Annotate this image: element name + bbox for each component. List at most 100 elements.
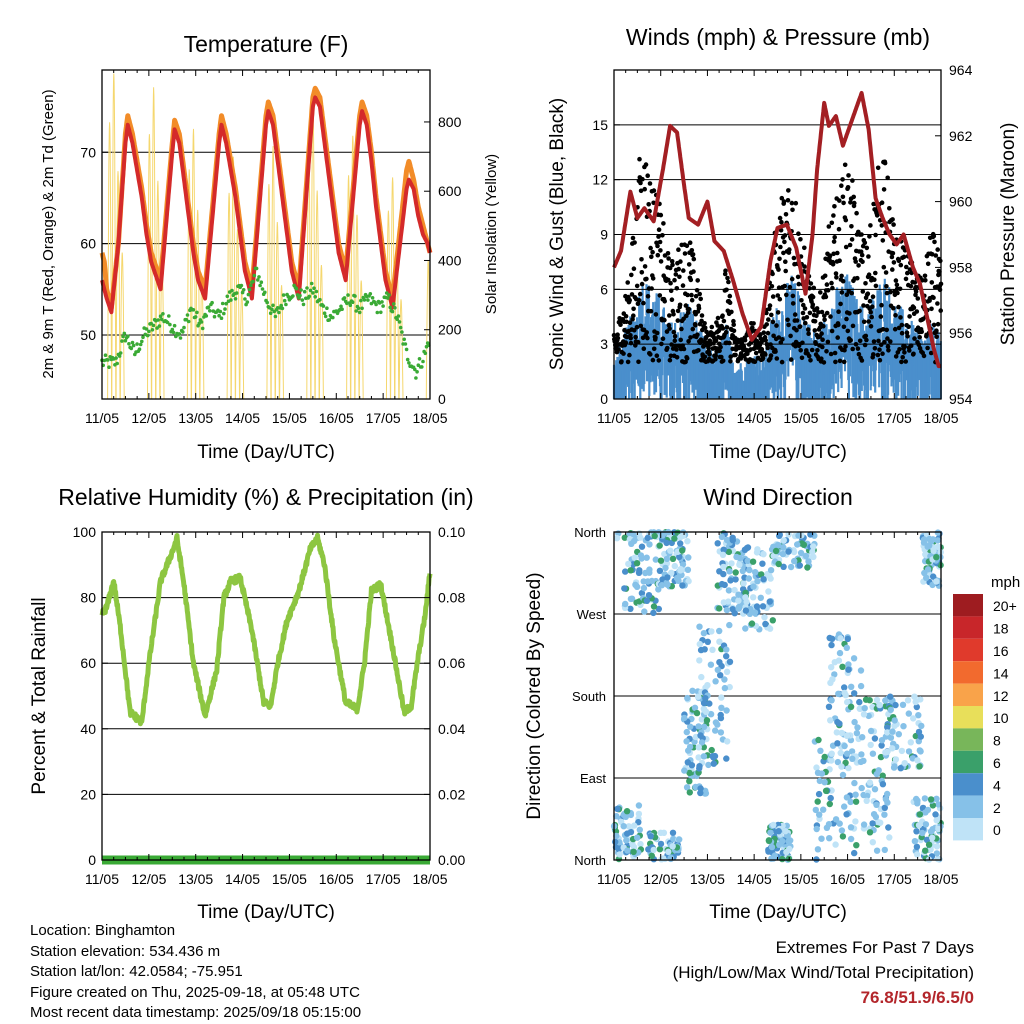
gust-point — [637, 291, 643, 297]
direction-point — [815, 736, 822, 744]
dewpoint-point — [298, 293, 302, 298]
gust-point — [929, 280, 935, 285]
direction-point — [754, 546, 761, 553]
temperature-y2label: Solar Insolation (Yellow) — [483, 154, 500, 314]
direction-point — [844, 698, 851, 706]
direction-point — [775, 560, 782, 568]
dewpoint-point — [375, 310, 380, 315]
gust-point — [782, 283, 787, 289]
direction-point — [918, 722, 925, 730]
legend-swatch — [953, 728, 983, 751]
gust-point — [914, 309, 920, 314]
dewpoint-point — [193, 315, 198, 319]
dewpoint-point — [342, 296, 347, 300]
direction-point — [620, 823, 627, 830]
gust-point — [621, 351, 626, 356]
gust-point — [642, 186, 647, 192]
legend-swatch — [953, 616, 983, 639]
y2-tick-label: 0 — [438, 391, 446, 407]
direction-point — [814, 846, 822, 853]
gust-point — [866, 319, 871, 324]
gust-point — [770, 319, 776, 325]
direction-point — [924, 543, 931, 550]
extremes-subheading: (High/Low/Max Wind/Total Precipitation) — [672, 963, 974, 982]
gust-point — [904, 264, 909, 270]
gust-point — [905, 334, 910, 339]
direction-point — [728, 560, 735, 567]
gust-point — [868, 223, 873, 228]
gust-point — [881, 187, 887, 192]
dewpoint-point — [127, 342, 131, 346]
gust-point — [650, 357, 656, 363]
dewpoint-point — [115, 361, 119, 366]
gust-point — [837, 258, 842, 264]
gust-point — [727, 300, 733, 306]
gust-point — [901, 254, 907, 260]
gust-point — [690, 252, 696, 257]
direction-point — [724, 738, 731, 745]
gust-point — [650, 249, 655, 255]
direction-point — [624, 847, 631, 854]
direction-point — [867, 741, 874, 749]
gust-point — [789, 200, 795, 206]
gust-point — [696, 348, 701, 353]
direction-point — [916, 811, 924, 818]
dewpoint-point — [340, 307, 344, 312]
dewpoint-point — [240, 290, 245, 295]
gust-point — [888, 339, 893, 344]
direction-point — [687, 723, 694, 730]
gust-point — [615, 332, 620, 338]
gust-point — [912, 280, 918, 285]
direction-point — [933, 578, 940, 585]
legend-label: 20+ — [993, 598, 1017, 614]
direction-point — [884, 799, 891, 806]
dewpoint-point — [147, 329, 151, 334]
direction-point — [760, 551, 767, 558]
y-tick-label: 12 — [592, 172, 608, 188]
direction-point — [844, 635, 851, 643]
direction-point — [667, 547, 674, 554]
direction-point — [765, 837, 773, 844]
gust-point — [707, 352, 712, 357]
gust-point — [798, 348, 803, 353]
direction-point — [695, 754, 702, 761]
gust-point — [812, 328, 818, 333]
dewpoint-point — [386, 296, 390, 300]
gust-point — [898, 262, 904, 268]
gust-point — [633, 334, 638, 340]
direction-point — [659, 532, 666, 539]
direction-point — [727, 577, 734, 584]
gust-point — [658, 248, 663, 253]
gust-point — [880, 238, 886, 243]
gust-point — [777, 296, 783, 302]
direction-point — [645, 846, 652, 853]
direction-point — [861, 705, 868, 712]
gust-point — [761, 330, 767, 336]
direction-point — [627, 605, 634, 612]
gust-point — [855, 346, 861, 351]
gust-point — [877, 347, 882, 353]
solar-insolation-line — [279, 285, 284, 400]
direction-point — [776, 531, 783, 538]
gust-point — [731, 318, 736, 324]
gust-point — [931, 295, 936, 301]
gust-point — [685, 292, 690, 298]
direction-point — [684, 538, 691, 545]
gust-point — [870, 304, 875, 310]
dewpoint-point — [123, 338, 128, 343]
gust-point — [713, 353, 718, 358]
y-tick-label: 100 — [73, 524, 97, 540]
direction-point — [825, 703, 833, 710]
gust-point — [656, 234, 661, 239]
gust-point — [891, 305, 896, 311]
direction-point — [911, 693, 918, 700]
direction-point — [786, 845, 793, 853]
direction-point — [843, 750, 851, 757]
direction-point — [857, 682, 865, 690]
gust-point — [624, 334, 630, 340]
direction-point — [732, 576, 739, 583]
dewpoint-point — [251, 279, 255, 284]
direction-point — [714, 666, 721, 674]
gust-point — [651, 200, 656, 206]
gust-point — [879, 302, 884, 308]
